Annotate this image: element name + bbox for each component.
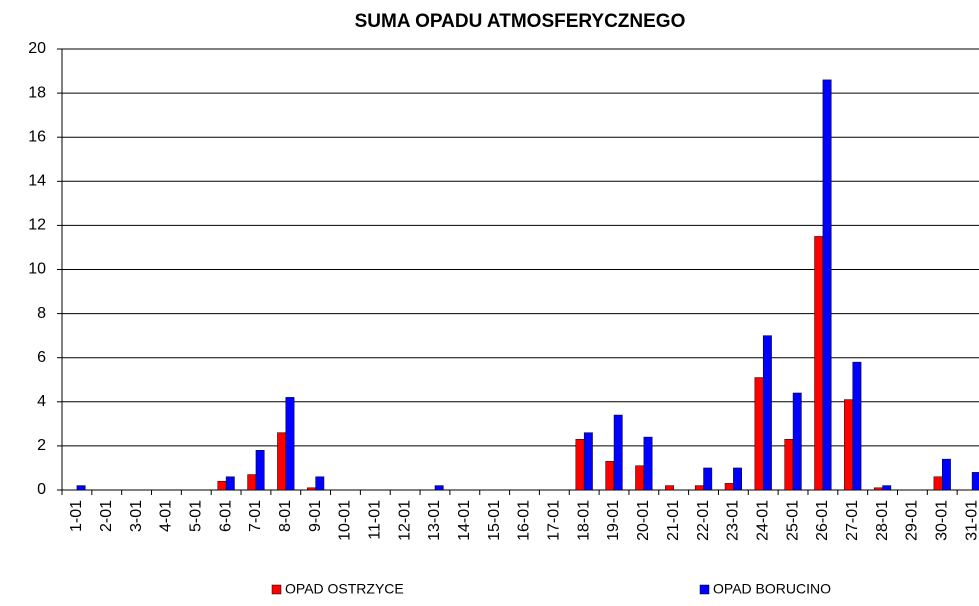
x-tick-label: 21-01 <box>665 500 682 541</box>
bar <box>635 465 645 491</box>
bar <box>613 414 623 491</box>
legend-label: OPAD BORUCINO <box>713 581 831 597</box>
x-tick-label: 8-01 <box>277 500 294 532</box>
bar <box>882 485 892 491</box>
bar <box>277 432 287 491</box>
bar <box>933 476 943 491</box>
x-tick-label: 31-01 <box>963 500 979 541</box>
x-tick-label: 10-01 <box>337 500 354 541</box>
x-tick-label: 24-01 <box>754 500 771 541</box>
y-tick-label: 20 <box>28 40 46 57</box>
x-tick-label: 14-01 <box>456 500 473 541</box>
x-tick-label: 9-01 <box>307 500 324 532</box>
x-tick-label: 1-01 <box>68 500 85 532</box>
bar <box>762 335 772 491</box>
y-tick-label: 0 <box>37 481 46 498</box>
y-tick-label: 8 <box>37 305 46 322</box>
bar <box>941 458 951 491</box>
bar <box>255 450 265 491</box>
x-tick-label: 26-01 <box>814 500 831 541</box>
y-tick-label: 16 <box>28 128 46 145</box>
legend-swatch <box>699 584 710 595</box>
y-tick-label: 6 <box>37 349 46 366</box>
x-tick-label: 23-01 <box>725 500 742 541</box>
bar <box>873 487 883 491</box>
x-tick-label: 17-01 <box>546 500 563 541</box>
bar <box>434 485 444 491</box>
bar <box>784 439 794 491</box>
y-tick-label: 2 <box>37 437 46 454</box>
bar <box>315 476 325 491</box>
x-tick-label: 6-01 <box>217 500 234 532</box>
x-tick-label: 7-01 <box>247 500 264 532</box>
legend-swatch <box>271 584 282 595</box>
x-tick-label: 30-01 <box>933 500 950 541</box>
bar <box>247 474 257 491</box>
x-tick-label: 19-01 <box>605 500 622 541</box>
x-tick-label: 25-01 <box>784 500 801 541</box>
x-tick-label: 29-01 <box>904 500 921 541</box>
x-tick-label: 3-01 <box>128 500 145 532</box>
x-tick-label: 2-01 <box>98 500 115 532</box>
bar <box>76 485 86 491</box>
bar <box>575 439 585 491</box>
bar <box>217 480 227 491</box>
x-tick-label: 5-01 <box>187 500 204 532</box>
x-tick-label: 4-01 <box>158 500 175 532</box>
bar <box>754 377 764 491</box>
bar <box>285 397 295 491</box>
x-tick-label: 22-01 <box>695 500 712 541</box>
bar <box>307 487 316 491</box>
bar <box>792 392 802 491</box>
x-tick-label: 12-01 <box>396 500 413 541</box>
bar <box>643 436 653 491</box>
bar <box>822 79 832 491</box>
bar <box>583 432 593 491</box>
x-tick-label: 20-01 <box>635 500 652 541</box>
bar <box>703 467 713 491</box>
bar <box>605 461 615 491</box>
bar <box>225 476 235 491</box>
bar <box>852 361 862 491</box>
y-tick-label: 18 <box>28 84 46 101</box>
y-tick-label: 10 <box>28 261 46 278</box>
bar <box>733 467 742 491</box>
bar <box>814 236 824 491</box>
bar <box>724 483 734 491</box>
x-tick-label: 18-01 <box>575 500 592 541</box>
legend-label: OPAD OSTRZYCE <box>285 581 404 597</box>
bar <box>665 485 674 491</box>
x-tick-label: 16-01 <box>516 500 533 541</box>
chart-title: SUMA OPADU ATMOSFERYCZNEGO <box>355 11 686 32</box>
y-tick-label: 14 <box>28 173 46 190</box>
y-tick-label: 12 <box>28 217 46 234</box>
x-tick-label: 28-01 <box>874 500 891 541</box>
bar <box>844 399 853 491</box>
x-tick-label: 27-01 <box>844 500 861 541</box>
bar <box>694 485 704 491</box>
y-tick-label: 4 <box>37 393 46 410</box>
x-tick-label: 13-01 <box>426 500 443 541</box>
bar <box>971 472 979 491</box>
x-tick-label: 15-01 <box>486 500 503 541</box>
x-tick-label: 11-01 <box>367 500 384 540</box>
